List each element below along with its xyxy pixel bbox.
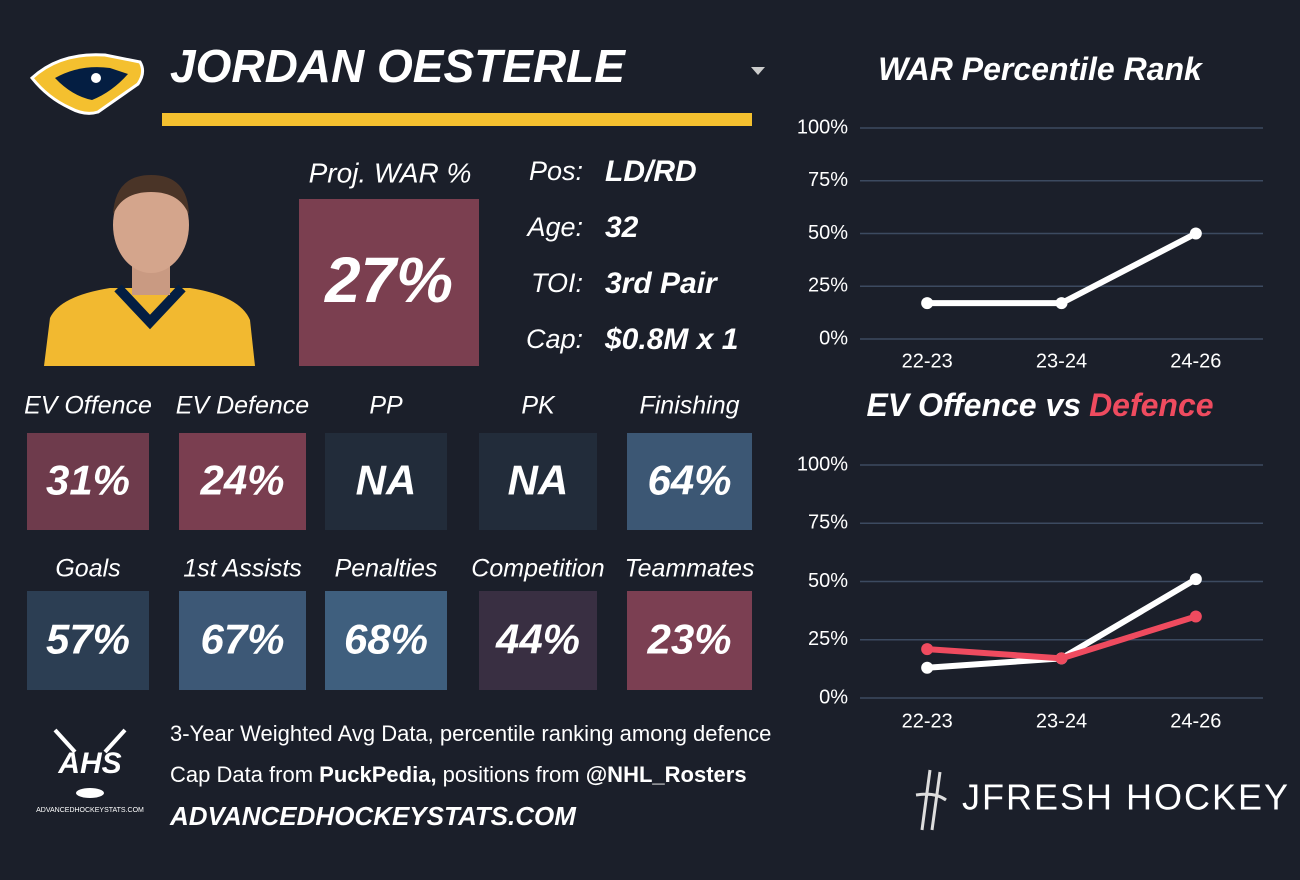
tile-label: Finishing — [639, 392, 739, 420]
tile-label: Teammates — [625, 555, 755, 583]
tile — [27, 591, 149, 690]
tile-value: 23% — [646, 616, 731, 663]
x-tick-label: 23-24 — [1036, 710, 1087, 732]
bio-label: Age: — [525, 212, 583, 242]
footer-segment: Cap Data from — [170, 762, 319, 787]
tile-label: Goals — [55, 555, 120, 583]
x-tick-label: 22-23 — [902, 350, 953, 372]
player-name: JORDAN OESTERLE — [170, 40, 626, 92]
series-point — [1189, 610, 1202, 623]
series-point — [1055, 652, 1068, 665]
ahs-logo-sub: ADVANCEDHOCKEYSTATS.COM — [36, 807, 144, 814]
x-tick-label: 24-26 — [1170, 710, 1221, 732]
website: ADVANCEDHOCKEYSTATS.COM — [169, 801, 577, 831]
chart-title: WAR Percentile Rank — [878, 51, 1204, 87]
footer-line2: Cap Data from PuckPedia, positions from … — [170, 762, 747, 787]
y-tick-label: 50% — [808, 222, 848, 244]
tile-label: EV Offence — [24, 392, 152, 420]
bio-value: 32 — [605, 211, 639, 244]
tile — [479, 591, 597, 690]
tile-value: 64% — [647, 457, 731, 504]
tile — [325, 591, 447, 690]
y-tick-label: 25% — [808, 628, 848, 650]
y-tick-label: 50% — [808, 570, 848, 592]
series-point — [921, 643, 934, 656]
charts: WAR Percentile Rank 0% 25% 50% 75% 100% 22-23 2… — [797, 51, 1263, 732]
proj-war-tile — [299, 199, 479, 366]
series-point — [1189, 227, 1202, 240]
team-logo — [29, 53, 145, 115]
name-underline — [162, 113, 752, 126]
stat-tiles: EV Offence 31% EV Defence 24% PP NA PK NA Finish… — [24, 392, 754, 690]
bio-label: TOI: — [531, 268, 583, 298]
y-tick-label: 0% — [819, 327, 848, 349]
tile-value: 44% — [495, 616, 580, 663]
footer-segment: @NHL_Rosters — [586, 762, 747, 787]
y-tick-label: 75% — [808, 169, 848, 191]
tile-value: NA — [508, 457, 569, 504]
brand-logo — [915, 769, 947, 831]
series-point — [921, 661, 934, 674]
tile — [179, 433, 306, 530]
y-tick-label: 100% — [797, 116, 848, 138]
tile-value: 57% — [46, 616, 130, 663]
ahs-logo: AHS ADVANCEDHOCKEYSTATS.COM — [36, 728, 144, 814]
tile — [479, 433, 597, 530]
tile-label: Penalties — [335, 555, 438, 583]
tile — [627, 433, 752, 530]
tile-value: 68% — [344, 616, 428, 663]
tile — [627, 591, 752, 690]
brand: JFRESH HOCKEY — [962, 777, 1290, 818]
y-tick-label: 25% — [808, 275, 848, 297]
series-point — [921, 297, 934, 310]
bio-value: 3rd Pair — [605, 267, 719, 300]
dropdown-arrow[interactable] — [751, 67, 765, 75]
tile — [27, 433, 149, 530]
y-tick-label: 0% — [819, 686, 848, 708]
x-tick-label: 24-26 — [1170, 350, 1221, 372]
series-point — [1189, 573, 1202, 586]
ahs-logo-text: AHS — [57, 747, 121, 780]
bio-label: Cap: — [526, 324, 583, 354]
y-tick-label: 75% — [808, 512, 848, 534]
tile-value: 24% — [199, 457, 284, 504]
tile — [179, 591, 306, 690]
bio-value: LD/RD — [605, 155, 697, 188]
bio-value: $0.8M x 1 — [604, 323, 738, 356]
tile-value: 31% — [46, 457, 130, 504]
x-tick-label: 23-24 — [1036, 350, 1087, 372]
x-tick-label: 22-23 — [902, 710, 953, 732]
player-photo — [44, 175, 255, 366]
footer-segment: positions from — [437, 762, 586, 787]
proj-war-value: 27% — [324, 244, 453, 316]
chart-title-text: EV Offence vs — [866, 387, 1081, 423]
tile-value: 67% — [200, 616, 284, 663]
tile-label: EV Defence — [176, 392, 309, 420]
y-tick-label: 100% — [797, 453, 848, 475]
bio: Pos: LD/RD Age: 32 TOI: 3rd Pair Cap: $0.8M x 1 — [525, 155, 738, 356]
chart-title: EV Offence vs Defence — [866, 387, 1213, 423]
footer-segment: PuckPedia, — [319, 762, 436, 787]
chart-title-highlight: Defence — [1089, 387, 1214, 423]
tile-label: PK — [521, 392, 556, 420]
tile-label: 1st Assists — [183, 555, 302, 583]
tile-value: NA — [356, 457, 417, 504]
tile — [325, 433, 447, 530]
bio-label: Pos: — [529, 156, 583, 186]
proj-war-label: Proj. WAR % — [309, 157, 472, 188]
footer-line1: 3-Year Weighted Avg Data, percentile ran… — [170, 721, 771, 746]
chart-title-text: WAR Percentile Rank — [878, 51, 1204, 87]
tile-label: Competition — [471, 555, 604, 583]
tile-label: PP — [369, 392, 403, 420]
series-point — [1055, 297, 1068, 310]
